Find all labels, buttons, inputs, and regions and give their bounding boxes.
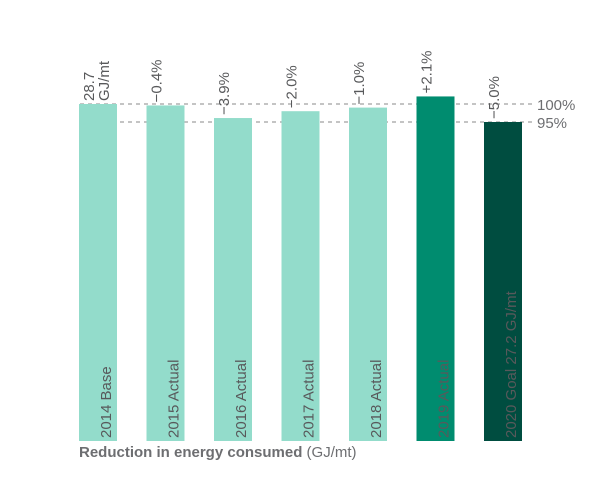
reference-label-100pct: 100%	[537, 97, 575, 114]
value-label-line: −2.0%	[284, 65, 301, 108]
bar-5	[349, 107, 387, 441]
value-label-7: −5.0%	[486, 76, 503, 119]
bar-1	[79, 104, 117, 441]
bar-7	[484, 122, 522, 441]
category-label-7: 2020 Goal 27.2 GJ/mt	[503, 290, 520, 438]
value-label-2: −0.4%	[149, 59, 166, 102]
value-label-line: −3.9%	[216, 72, 233, 115]
value-label-6: +2.1%	[419, 50, 436, 93]
value-label-1: 28.7GJ/mt	[81, 60, 113, 101]
category-label-5: 2018 Actual	[368, 360, 385, 438]
bar-4	[281, 111, 320, 441]
value-label-line: +2.1%	[419, 50, 436, 93]
value-label-5: −1.0%	[351, 62, 368, 105]
value-label-line: 28.7	[81, 72, 98, 101]
value-label-line: −0.4%	[149, 59, 166, 102]
value-label-line: −5.0%	[486, 76, 503, 119]
caption-title: Reduction in energy consumed	[79, 444, 303, 461]
value-label-4: −2.0%	[284, 65, 301, 108]
reference-label-95pct: 95%	[537, 115, 567, 132]
category-label-3: 2016 Actual	[233, 360, 250, 438]
value-label-line: −1.0%	[351, 62, 368, 105]
category-label-6: 2019 Actual	[436, 360, 453, 438]
category-label-4: 2017 Actual	[301, 360, 318, 438]
category-label-1: 2014 Base	[98, 366, 115, 438]
category-label-2: 2015 Actual	[166, 360, 183, 438]
bar-2	[146, 105, 185, 441]
caption-unit: (GJ/mt)	[306, 444, 357, 461]
chart-caption: Reduction in energy consumed (GJ/mt)	[79, 444, 357, 461]
bar-3	[214, 118, 252, 441]
value-label-3: −3.9%	[216, 72, 233, 115]
value-label-line: GJ/mt	[96, 60, 113, 101]
bar-6	[416, 96, 455, 441]
